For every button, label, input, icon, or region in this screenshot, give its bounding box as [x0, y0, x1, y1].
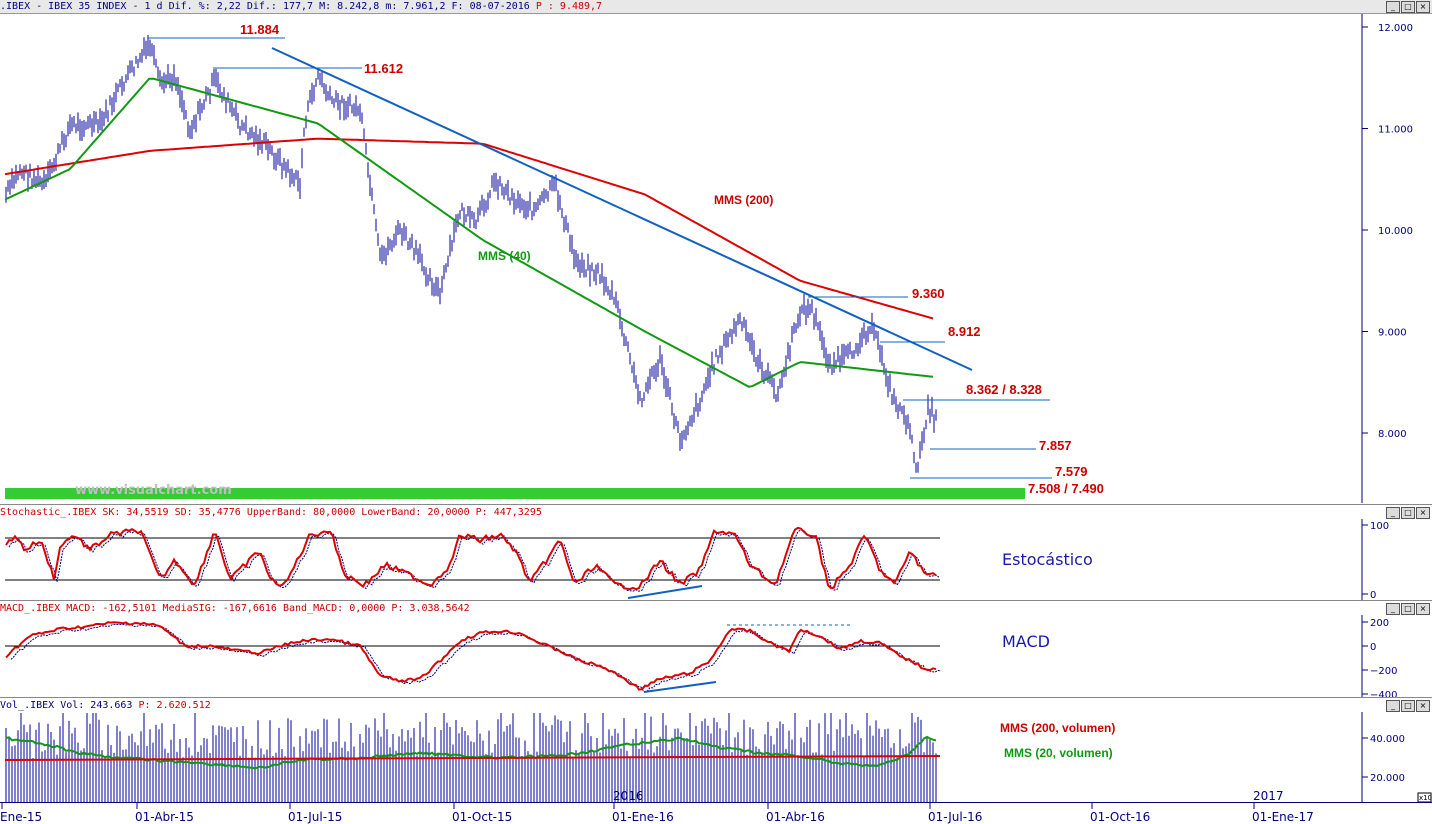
- label-vol-mms200: MMS (200, volumen): [1000, 721, 1115, 735]
- macd-panel[interactable]: MACD_.IBEX MACD: -162,5101 MediaSIG: -16…: [0, 600, 1432, 698]
- minimize-icon[interactable]: _: [1386, 1, 1400, 13]
- x-tick-label: 01-Ene-17: [1252, 810, 1314, 824]
- macd-y-tick-label: 0: [1370, 642, 1376, 653]
- label-8362: 8.362 / 8.328: [966, 382, 1042, 397]
- label-7857: 7.857: [1039, 438, 1072, 453]
- prev-value: P : 9.489,7: [535, 1, 603, 12]
- downtrend-line: [271, 47, 973, 371]
- stochastic-panel[interactable]: Stochastic_.IBEX SK: 34,5519 SD: 35,4776…: [0, 504, 1432, 601]
- label-9360: 9.360: [912, 286, 945, 301]
- macd-p: P: 3.038,5642: [391, 603, 470, 614]
- x-tick-label: 01-Oct-15: [452, 810, 512, 824]
- x-tick-label: 01-Oct-16: [1090, 810, 1150, 824]
- macd-y-tick-label: 200: [1370, 618, 1389, 629]
- macd-header: MACD_.IBEX MACD: -162,5101 MediaSIG: -16…: [0, 602, 1432, 615]
- stochastic-info: Stochastic_.IBEX SK: 34,5519 SD: 35,4776…: [0, 507, 470, 518]
- volume-info: Vol_.IBEX Vol: 243.663: [0, 700, 133, 711]
- minimize-icon[interactable]: _: [1386, 700, 1400, 712]
- x-tick-label: 01-Abr-16: [766, 810, 825, 824]
- label-7579: 7.579: [1055, 464, 1088, 479]
- stochastic-p: P: 447,3295: [475, 507, 542, 518]
- macd-divergence-line: [643, 681, 717, 693]
- label-11612: 11.612: [364, 61, 403, 76]
- price-panel[interactable]: .IBEX - IBEX 35 INDEX - 1 d Dif. %: 2,22…: [0, 0, 1432, 503]
- window-buttons: _ □ ×: [1386, 507, 1430, 519]
- support-band: [5, 488, 1025, 499]
- year-2017-label: 2017: [1253, 789, 1284, 803]
- close-icon[interactable]: ×: [1416, 700, 1430, 712]
- maximize-icon[interactable]: □: [1401, 507, 1415, 519]
- stochastic-chart[interactable]: Estocástico 100 0: [0, 505, 1432, 601]
- volume-chart[interactable]: MMS (200, volumen) MMS (20, volumen) 201…: [0, 698, 1432, 803]
- maximize-icon[interactable]: □: [1401, 603, 1415, 615]
- volume-panel[interactable]: Vol_.IBEX Vol: 243.663 P: 2.620.512 _ □ × …: [0, 697, 1432, 803]
- maximize-icon[interactable]: □: [1401, 1, 1415, 13]
- label-11884: 11.884: [240, 22, 280, 37]
- symbol-info: .IBEX - IBEX 35 INDEX - 1 d Dif. %: 2,22…: [0, 1, 530, 12]
- x-tick-label: 01-Ene-16: [612, 810, 674, 824]
- minimize-icon[interactable]: _: [1386, 507, 1400, 519]
- vol-y-tick-label: 20.000: [1370, 773, 1405, 784]
- mms200-line: [4, 137, 934, 320]
- price-header: .IBEX - IBEX 35 INDEX - 1 d Dif. %: 2,22…: [0, 0, 1432, 14]
- stochastic-divergence-line: [627, 585, 703, 599]
- macd-signal-line: [10, 623, 942, 693]
- year-2016-label: 2016: [613, 789, 644, 803]
- macd-y-tick-label: −400: [1370, 690, 1397, 698]
- watermark: www.visualchart.com: [75, 483, 232, 498]
- macd-line: [5, 621, 937, 691]
- x10-label: x10: [1419, 794, 1432, 802]
- label-mms40: MMS (40): [478, 249, 531, 263]
- stochastic-sk-line: [5, 526, 937, 591]
- x-tick-label: 01-Jul-16: [928, 810, 982, 824]
- close-icon[interactable]: ×: [1416, 507, 1430, 519]
- vol-y-tick-label: 40.000: [1370, 734, 1405, 745]
- macd-y-tick-label: −200: [1370, 666, 1397, 677]
- stochastic-label: Estocástico: [1002, 550, 1093, 569]
- macd-chart[interactable]: MACD −400 −200 0 200: [0, 601, 1432, 698]
- macd-info: MACD_.IBEX MACD: -162,5101 MediaSIG: -16…: [0, 603, 386, 614]
- price-y-tick-label: 10.000: [1378, 226, 1413, 237]
- label-8912: 8.912: [948, 324, 981, 339]
- x-axis: Ene-15 01-Abr-15 01-Jul-15 01-Oct-15 01-Ene-…: [0, 802, 1432, 824]
- x-tick-label: 01-Abr-15: [135, 810, 194, 824]
- minimize-icon[interactable]: _: [1386, 603, 1400, 615]
- macd-label: MACD: [1002, 632, 1050, 651]
- stochastic-header: Stochastic_.IBEX SK: 34,5519 SD: 35,4776…: [0, 506, 1432, 519]
- stoch-y-tick-label: 100: [1370, 521, 1389, 532]
- mms40-line: [4, 77, 934, 388]
- close-icon[interactable]: ×: [1416, 603, 1430, 615]
- x-tick-label: 01-Jul-15: [288, 810, 342, 824]
- stochastic-sd-line: [8, 529, 940, 592]
- window-buttons: _ □ ×: [1386, 1, 1430, 13]
- window-buttons: _ □ ×: [1386, 603, 1430, 615]
- window-buttons: _ □ ×: [1386, 700, 1430, 712]
- volume-header: Vol_.IBEX Vol: 243.663 P: 2.620.512 _ □ ×: [0, 699, 1432, 712]
- price-y-tick-label: 9.000: [1378, 328, 1407, 339]
- maximize-icon[interactable]: □: [1401, 700, 1415, 712]
- volume-mms200-line: [4, 755, 941, 761]
- label-vol-mms20: MMS (20, volumen): [1004, 746, 1113, 760]
- price-chart[interactable]: 8.000 9.000 10.000 11.000 12.000 www.visualc…: [0, 0, 1432, 503]
- x-tick-label: Ene-15: [0, 810, 42, 824]
- price-y-tick-label: 12.000: [1378, 23, 1413, 34]
- price-y-tick-label: 11.000: [1378, 125, 1413, 136]
- volume-p: P: 2.620.512: [138, 700, 211, 711]
- label-7508: 7.508 / 7.490: [1028, 481, 1104, 496]
- stoch-y-tick-label: 0: [1370, 590, 1376, 601]
- price-y-tick-label: 8.000: [1378, 429, 1407, 440]
- close-icon[interactable]: ×: [1416, 1, 1430, 13]
- label-mms200: MMS (200): [714, 193, 773, 207]
